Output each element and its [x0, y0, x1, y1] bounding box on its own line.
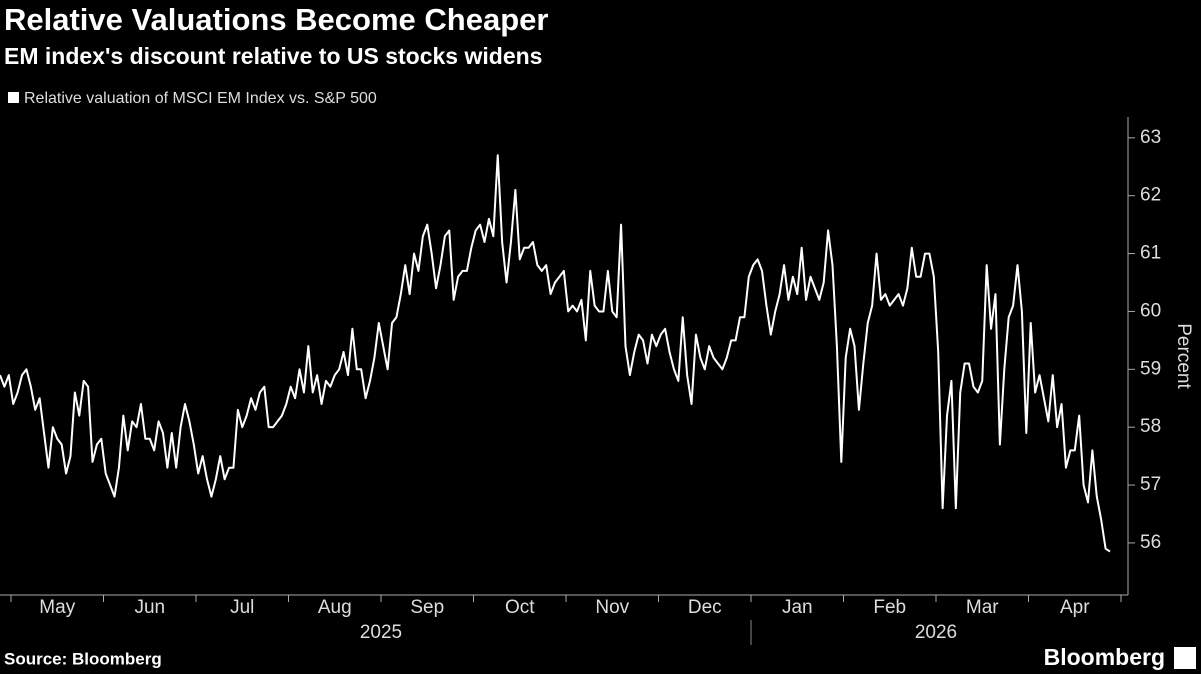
year-label: 2026 [915, 622, 957, 643]
x-tick-label: Dec [688, 597, 722, 618]
legend-swatch [8, 92, 19, 103]
x-tick-label: Oct [505, 597, 535, 618]
chart-title: Relative Valuations Become Cheaper [4, 2, 548, 37]
x-tick-label: Nov [595, 597, 629, 618]
y-tick-label: 62 [1140, 185, 1161, 206]
y-tick-label: 58 [1140, 416, 1161, 437]
x-tick-label: Jun [134, 597, 165, 618]
y-axis-label: Percent [1173, 323, 1194, 389]
x-tick-label: Apr [1060, 597, 1090, 618]
x-tick-label: May [39, 597, 75, 618]
y-tick-label: 61 [1140, 243, 1161, 264]
x-tick-label: Jan [782, 597, 813, 618]
brand-icon [1174, 647, 1196, 669]
x-tick-label: Jul [230, 597, 254, 618]
x-tick-label: Mar [966, 597, 999, 618]
brand: Bloomberg [1044, 644, 1165, 670]
source: Source: Bloomberg [4, 649, 162, 668]
year-label: 2025 [360, 622, 402, 643]
x-tick-label: Aug [318, 597, 352, 618]
x-tick-label: Sep [410, 597, 444, 618]
y-tick-label: 60 [1140, 300, 1161, 321]
y-tick-label: 59 [1140, 358, 1161, 379]
chart-subtitle: EM index's discount relative to US stock… [4, 43, 542, 69]
y-tick-label: 56 [1140, 532, 1161, 553]
legend-label: Relative valuation of MSCI EM Index vs. … [24, 90, 377, 107]
x-tick-label: Feb [873, 597, 906, 618]
y-tick-label: 57 [1140, 474, 1161, 495]
y-tick-label: 63 [1140, 127, 1161, 148]
line-series [0, 154, 1111, 553]
